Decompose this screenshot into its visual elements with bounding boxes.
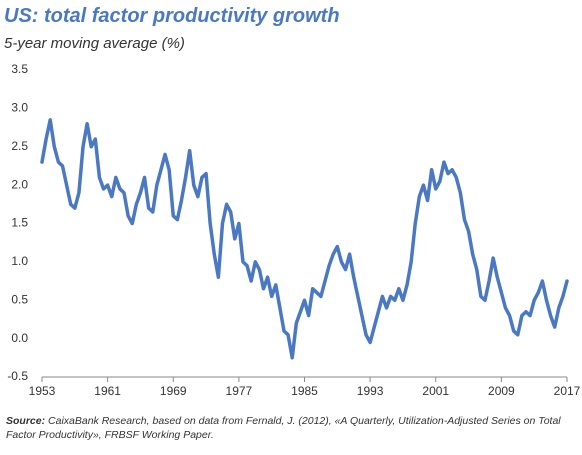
y-tick-label: 0.0 [11,331,28,345]
x-tick-label: 1961 [94,384,121,398]
y-tick-label: 1.5 [11,216,28,230]
x-tick-label: 2017 [554,384,581,398]
y-tick-label: -0.5 [7,369,28,383]
y-tick-label: 0.5 [11,292,28,306]
chart-title: US: total factor productivity growth [4,5,340,27]
y-tick-label: 2.0 [11,177,28,191]
y-tick-label: 3.0 [11,101,28,115]
x-tick-label: 1953 [29,384,56,398]
source-label: Source: [6,415,46,427]
source-note: Source: CaixaBank Research, based on dat… [6,414,576,442]
x-tick-label: 1993 [357,384,384,398]
y-tick-label: 3.5 [11,62,28,76]
x-tick-label: 1985 [291,384,318,398]
chart: US: total factor productivity growth 5-y… [4,5,581,398]
x-tick-label: 2009 [488,384,515,398]
x-tick-label: 2001 [422,384,449,398]
x-tick-label: 1969 [160,384,187,398]
y-tick-label: 2.5 [11,139,28,153]
x-tick-label: 1977 [226,384,253,398]
source-text: CaixaBank Research, based on data from F… [6,415,561,441]
chart-subtitle: 5-year moving average (%) [4,35,185,52]
data-line [40,118,569,360]
y-tick-label: 1.0 [11,254,28,268]
